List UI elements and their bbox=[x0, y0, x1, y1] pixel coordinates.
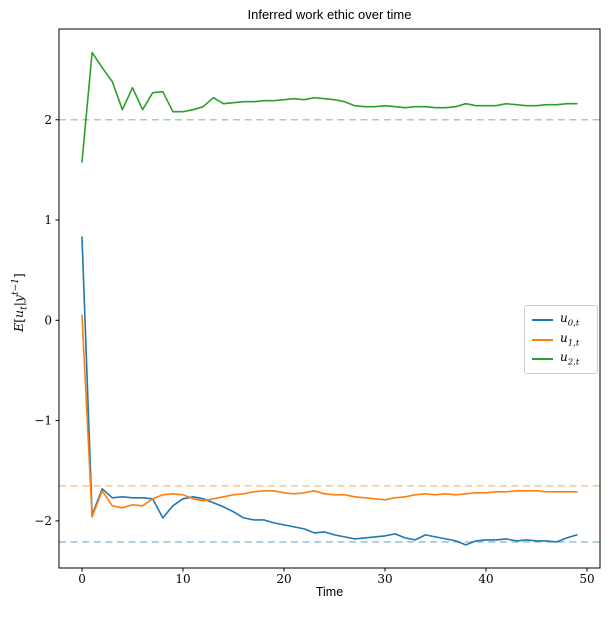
y-tick-label: −1 bbox=[34, 414, 52, 428]
x-axis-label: Time bbox=[315, 585, 344, 599]
x-tick-label: 0 bbox=[78, 572, 86, 586]
chart-title: Inferred work ethic over time bbox=[247, 7, 412, 22]
y-tick-label: −2 bbox=[34, 514, 52, 528]
series-line-0t bbox=[81, 236, 578, 546]
legend: u0,t u1,t u2,t bbox=[524, 305, 598, 374]
legend-label-u0t: u0,t bbox=[560, 310, 580, 329]
x-tick-label: 30 bbox=[377, 572, 392, 586]
legend-label-u2t: u2,t bbox=[560, 350, 580, 368]
y-tick-label: 1 bbox=[44, 213, 52, 227]
legend-item-u1t: u1,t bbox=[532, 330, 590, 350]
y-tick-label: 2 bbox=[44, 113, 52, 127]
legend-line-sample-u2t bbox=[532, 358, 553, 361]
legend-line-sample-u0t bbox=[532, 318, 553, 321]
plot-frame bbox=[58, 28, 601, 569]
legend-label-u1t: u1,t bbox=[560, 330, 580, 348]
legend-line-sample-u1t bbox=[532, 338, 553, 341]
x-tick-label: 10 bbox=[175, 572, 190, 586]
series-line-2t bbox=[81, 51, 578, 163]
x-tick-label: 20 bbox=[276, 572, 291, 586]
x-tick-label: 50 bbox=[579, 572, 594, 586]
series-line-1t bbox=[81, 314, 578, 518]
x-tick-label: 40 bbox=[478, 572, 493, 586]
legend-item-u2t: u2,t bbox=[532, 349, 590, 369]
y-axis-label: E[ut|yt−1] bbox=[11, 273, 30, 332]
y-tick-label: 0 bbox=[44, 313, 52, 327]
legend-item-u0t: u0,t bbox=[532, 310, 590, 330]
